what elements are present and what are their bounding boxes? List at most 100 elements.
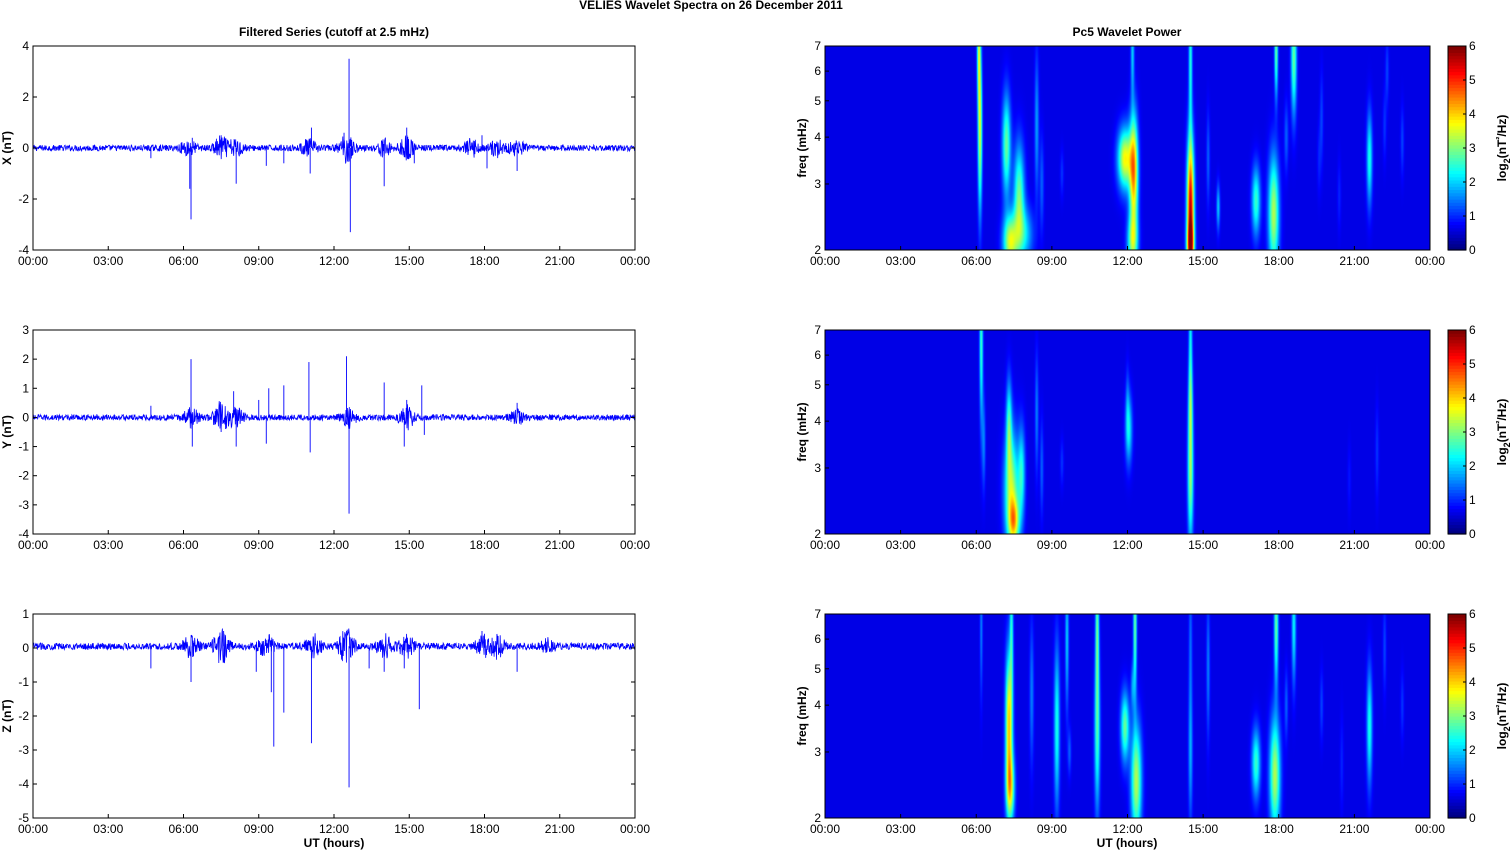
colorbar-step	[1448, 345, 1466, 350]
wavelet-ytick-label: 4	[814, 414, 821, 428]
colorbar-step	[1448, 521, 1466, 526]
wavelet-xtick-label: 12:00	[1112, 254, 1142, 268]
colorbar-step	[1448, 773, 1466, 778]
colorbar-step	[1448, 192, 1466, 197]
colorbar-step	[1448, 779, 1466, 784]
colorbar-step	[1448, 770, 1466, 774]
wavelet-xtick-label: 09:00	[1037, 254, 1067, 268]
colorbar-step	[1448, 163, 1466, 168]
colorbar-step	[1448, 243, 1466, 248]
colorbar-step	[1448, 122, 1466, 127]
series-xtick-label: 03:00	[93, 254, 123, 268]
series-ytick-label: -2	[18, 709, 29, 723]
colorbar-step	[1448, 680, 1466, 685]
colorbar-step	[1448, 157, 1466, 162]
colorbar-step	[1448, 457, 1466, 462]
colorbar-step	[1448, 674, 1466, 679]
wavelet-ytick-label: 5	[814, 94, 821, 108]
wavelet-xtick-label: 03:00	[886, 822, 916, 836]
wavelet-ytick-label: 7	[814, 39, 821, 53]
series-xtick-label: 00:00	[18, 254, 48, 268]
colorbar-step	[1448, 106, 1466, 111]
series-xtick-label: 18:00	[469, 822, 499, 836]
colorbar-step	[1448, 167, 1466, 171]
colorbar-step	[1448, 333, 1466, 337]
colorbar-label: log2(nT²/Hz)	[1494, 683, 1511, 750]
colorbar-step	[1448, 633, 1466, 637]
colorbar-step	[1448, 498, 1466, 503]
colorbar-step	[1448, 444, 1466, 449]
colorbar-step	[1448, 205, 1466, 210]
colorbar-step	[1448, 511, 1466, 516]
wavelet-ytick-label: 3	[814, 745, 821, 759]
colorbar-step	[1448, 132, 1466, 136]
colorbar-step	[1448, 782, 1466, 787]
colorbar-step	[1448, 763, 1466, 768]
colorbar-step	[1448, 811, 1466, 816]
colorbar-step	[1448, 387, 1466, 392]
series-xtick-label: 12:00	[319, 254, 349, 268]
colorbar-tick-label: 2	[1469, 743, 1476, 757]
colorbar-step	[1448, 374, 1466, 379]
colorbar-step	[1448, 144, 1466, 149]
series-ytick-label: -4	[18, 527, 29, 541]
colorbar-tick-label: 2	[1469, 459, 1476, 473]
colorbar-step	[1448, 330, 1466, 334]
colorbar-step	[1448, 731, 1466, 736]
colorbar-step	[1448, 805, 1466, 810]
wavelet-xtick-label: 03:00	[886, 254, 916, 268]
wavelet-xtick-label: 18:00	[1264, 254, 1294, 268]
colorbar-step	[1448, 336, 1466, 341]
colorbar-step	[1448, 505, 1466, 510]
colorbar-tick-label: 4	[1469, 675, 1476, 689]
colorbar-step	[1448, 518, 1466, 522]
colorbar-step	[1448, 97, 1466, 101]
colorbar-step	[1448, 199, 1466, 203]
wavelet-xtick-label: 06:00	[961, 822, 991, 836]
wavelet-xtick-label: 21:00	[1339, 538, 1369, 552]
colorbar-z: 0 1 2 3 4 5 6 log2(nT²/Hz)	[1447, 607, 1511, 825]
colorbar-step	[1448, 52, 1466, 57]
colorbar-x: 0 1 2 3 4 5 6 log2(nT²/Hz)	[1447, 39, 1511, 257]
colorbar-step	[1448, 160, 1466, 165]
colorbar-step	[1448, 68, 1466, 73]
colorbar-step	[1448, 629, 1466, 634]
series-xtick-label: 15:00	[394, 822, 424, 836]
series-xtick-label: 21:00	[545, 538, 575, 552]
wavelet-heatmap	[825, 46, 1430, 250]
wavelet-xtick-label: 00:00	[1415, 254, 1445, 268]
colorbar-step	[1448, 684, 1466, 688]
colorbar-step	[1448, 65, 1466, 69]
colorbar-step	[1448, 687, 1466, 692]
colorbar-tick-label: 5	[1469, 357, 1476, 371]
colorbar-step	[1448, 530, 1466, 535]
colorbar-tick-label: 5	[1469, 641, 1476, 655]
colorbar-step	[1448, 138, 1466, 143]
series-ytick-label: 0	[22, 410, 29, 424]
series-ytick-label: -3	[18, 743, 29, 757]
colorbar-step	[1448, 352, 1466, 357]
colorbar-step	[1448, 416, 1466, 420]
colorbar-tick-label: 5	[1469, 73, 1476, 87]
colorbar-step	[1448, 447, 1466, 452]
colorbar-step	[1448, 355, 1466, 360]
series-ytick-label: -4	[18, 777, 29, 791]
series-xtick-label: 00:00	[18, 538, 48, 552]
wavelet-xtick-label: 18:00	[1264, 822, 1294, 836]
colorbar-step	[1448, 135, 1466, 140]
colorbar-step	[1448, 757, 1466, 762]
wavelet-ytick-label: 4	[814, 130, 821, 144]
series-xtick-label: 06:00	[168, 538, 198, 552]
colorbar-step	[1448, 396, 1466, 401]
colorbar-step	[1448, 183, 1466, 187]
colorbar-step	[1448, 492, 1466, 497]
wavelet-xtick-label: 21:00	[1339, 822, 1369, 836]
colorbar-step	[1448, 814, 1466, 819]
wavelet-heatmap	[825, 614, 1430, 818]
colorbar-tick-label: 1	[1469, 777, 1476, 791]
series-xtick-label: 15:00	[394, 254, 424, 268]
series-xtick-label: 00:00	[620, 822, 650, 836]
colorbar-step	[1448, 617, 1466, 621]
colorbar-step	[1448, 668, 1466, 672]
colorbar-step	[1448, 636, 1466, 641]
